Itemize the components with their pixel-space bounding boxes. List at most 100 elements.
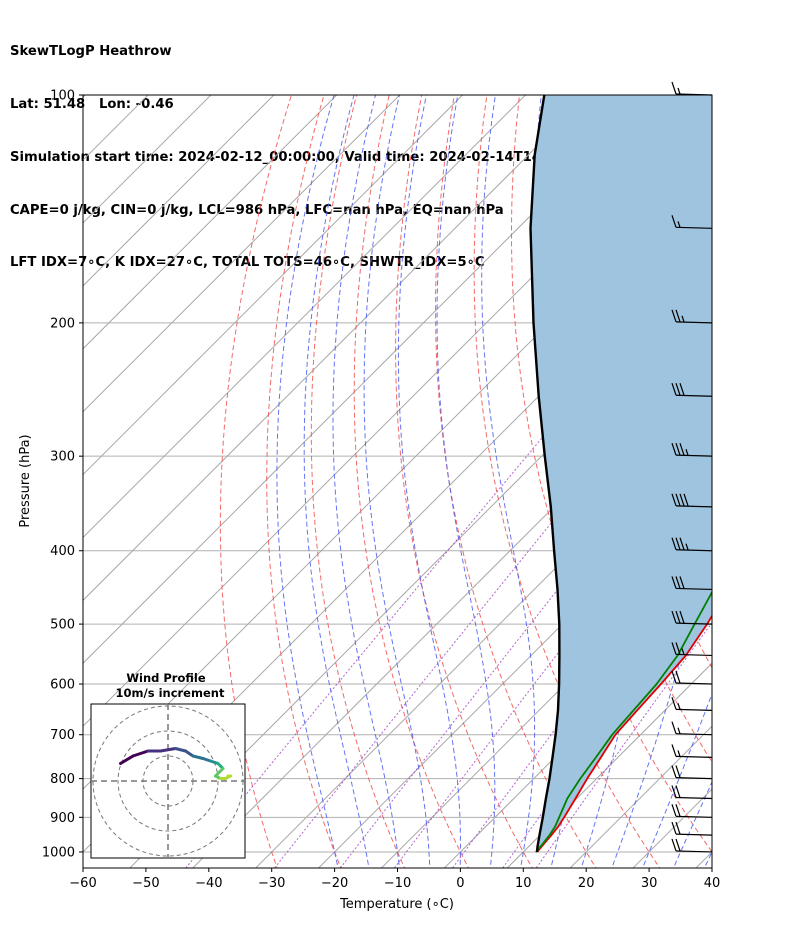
- cape-cin-shading: [530, 95, 712, 852]
- x-tick-label: −60: [69, 876, 96, 891]
- inset-subtitle: 10m/s increment: [116, 686, 225, 700]
- dry-adiabat: [353, 95, 470, 868]
- wind-barbs: [671, 81, 713, 853]
- mixing-ratio-line: [393, 454, 712, 868]
- dry-adiabat: [714, 60, 794, 871]
- dry-adiabat: [266, 95, 342, 868]
- isotherm-line: [750, 42, 794, 878]
- y-tick-label: 900: [50, 811, 75, 826]
- y-tick-label: 400: [50, 544, 75, 559]
- y-tick-label: 200: [50, 316, 75, 331]
- x-axis-label: Temperature (∘C): [339, 897, 454, 912]
- cin-shading: [530, 95, 712, 852]
- wind-barb: [671, 821, 713, 836]
- chart-header: SkewTLogP Heathrow Lat: 51.48 Lon: -0.46…: [10, 8, 612, 290]
- x-tick-label: 0: [456, 876, 464, 891]
- mixing-ratio-line: [273, 325, 712, 868]
- wind-barb: [671, 697, 713, 711]
- wind-barb: [671, 442, 713, 457]
- moist-adiabat: [672, 780, 712, 868]
- wind-barb: [671, 670, 713, 685]
- hodograph-segment: [131, 749, 150, 758]
- wind-barb: [671, 785, 713, 800]
- x-tick-label: −20: [321, 876, 348, 891]
- dewpoint-line: [535, 590, 712, 853]
- chart-title: SkewTLogP Heathrow: [10, 44, 172, 60]
- moist-adiabat: [363, 95, 431, 868]
- y-tick-label: 800: [50, 772, 75, 787]
- dry-adiabat: [473, 95, 661, 868]
- wind-barb: [671, 765, 713, 780]
- x-tick-label: −50: [132, 876, 159, 891]
- mixing-ratio-line: [185, 235, 712, 868]
- location-line: Lat: 51.48 Lon: -0.46: [10, 96, 174, 112]
- dry-adiabat: [777, 60, 794, 871]
- dry-adiabat: [395, 95, 533, 868]
- wind-barb: [671, 81, 713, 96]
- wind-barb: [671, 493, 713, 508]
- y-tick-label: 300: [50, 450, 75, 465]
- dry-adiabat: [310, 95, 406, 868]
- moist-adiabat: [481, 95, 536, 868]
- isotherm-line: [83, 95, 464, 476]
- x-tick-label: 20: [578, 876, 595, 891]
- hodograph-segment: [191, 754, 205, 760]
- isotherm-line: [506, 662, 712, 868]
- hodograph-segment: [184, 749, 195, 758]
- isotherm-line: [317, 473, 712, 868]
- wind-barb: [671, 804, 713, 818]
- y-tick-label: 700: [50, 728, 75, 743]
- hodograph-segment: [159, 747, 177, 753]
- hodograph-segment: [214, 767, 225, 778]
- x-tick-label: −30: [258, 876, 285, 891]
- wind-barb: [671, 744, 713, 758]
- wind-barb: [671, 537, 713, 552]
- dry-adiabat: [745, 60, 794, 871]
- isotherm-line: [83, 95, 275, 287]
- moist-adiabat: [641, 692, 712, 868]
- wind-barb: [671, 576, 713, 591]
- wind-barb: [671, 642, 713, 657]
- profile-lines: [529, 95, 712, 853]
- moist-adiabat: [703, 850, 712, 868]
- x-tick-label: −40: [195, 876, 222, 891]
- isotherm-line: [0, 42, 13, 878]
- isotherm-line: [83, 95, 338, 350]
- wind-profile-inset: Wind Profile 10m/s increment: [90, 671, 246, 859]
- wind-barb: [671, 610, 713, 625]
- y-tick-label: 100: [50, 89, 75, 104]
- dry-adiabat: [435, 95, 597, 868]
- y-tick-label: 1000: [42, 845, 75, 860]
- x-tick-label: −10: [384, 876, 411, 891]
- isotherm-line: [129, 285, 712, 868]
- hodograph-segment: [119, 754, 135, 765]
- wind-barb: [671, 309, 713, 324]
- y-tick-label: 500: [50, 618, 75, 633]
- hodograph-ring: [117, 730, 219, 832]
- y-tick-label: 600: [50, 678, 75, 693]
- x-tick-label: 30: [641, 876, 658, 891]
- inset-title: Wind Profile: [126, 671, 206, 685]
- moist-adiabat: [436, 95, 496, 868]
- moist-adiabat: [397, 95, 461, 868]
- hodograph-segment: [174, 747, 187, 753]
- isotherm-line: [569, 725, 712, 868]
- y-axis-label: Pressure (hPa): [18, 434, 33, 527]
- x-axis: −60 −50 −40 −30 −20 −10 0 10 20 30 40: [69, 868, 720, 891]
- isotherm-line: [83, 95, 590, 602]
- isotherm-line: [83, 95, 527, 539]
- y-axis: 1000 900 800 700 600 500 400 300 200 100: [42, 89, 83, 860]
- wind-barb: [671, 721, 713, 736]
- parcel-path-line: [529, 95, 561, 853]
- x-tick-label: 40: [704, 876, 721, 891]
- wind-barb: [671, 383, 713, 397]
- indices-line: LFT IDX=7∘C, K IDX=27∘C, TOTAL TOTS=46∘C…: [10, 255, 485, 271]
- wind-barb: [671, 215, 713, 229]
- isotherm-line: [83, 95, 401, 413]
- isotherm-line: [380, 536, 712, 868]
- wind-barb: [671, 838, 713, 853]
- dry-adiabat: [219, 95, 292, 868]
- x-tick-label: 10: [515, 876, 532, 891]
- isotherm-line: [83, 95, 212, 224]
